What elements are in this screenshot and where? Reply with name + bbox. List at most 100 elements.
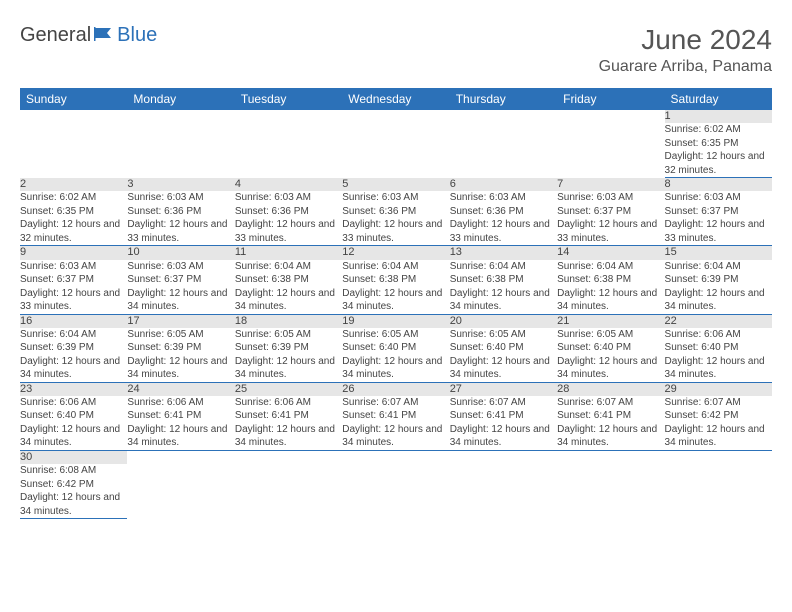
- day-number-row: 2345678: [20, 178, 772, 192]
- day-number-cell: [342, 450, 449, 464]
- sunset-line: Sunset: 6:38 PM: [557, 274, 631, 285]
- sunset-line: Sunset: 6:41 PM: [557, 410, 631, 421]
- day-number-row: 9101112131415: [20, 246, 772, 260]
- daylight-line: Daylight: 12 hours and 33 minutes.: [235, 219, 335, 244]
- sunset-line: Sunset: 6:41 PM: [342, 410, 416, 421]
- day-detail-cell: [665, 464, 772, 519]
- day-number-cell: 2: [20, 178, 127, 192]
- day-number-cell: [557, 450, 664, 464]
- daylight-line: Daylight: 12 hours and 34 minutes.: [342, 356, 442, 381]
- daylight-line: Daylight: 12 hours and 34 minutes.: [235, 424, 335, 449]
- daylight-line: Daylight: 12 hours and 34 minutes.: [450, 424, 550, 449]
- daylight-line: Daylight: 12 hours and 34 minutes.: [127, 356, 227, 381]
- sunrise-line: Sunrise: 6:03 AM: [557, 192, 633, 203]
- day-number-cell: [235, 110, 342, 123]
- day-detail-cell: Sunrise: 6:05 AMSunset: 6:40 PMDaylight:…: [450, 328, 557, 383]
- day-number-row: 30: [20, 450, 772, 464]
- sunset-line: Sunset: 6:37 PM: [127, 274, 201, 285]
- sunset-line: Sunset: 6:36 PM: [450, 206, 524, 217]
- daylight-line: Daylight: 12 hours and 34 minutes.: [557, 288, 657, 313]
- daylight-line: Daylight: 12 hours and 34 minutes.: [20, 492, 120, 517]
- weekday-header: Monday: [127, 88, 234, 110]
- day-detail-cell: [127, 464, 234, 519]
- day-number-cell: 21: [557, 314, 664, 328]
- sunset-line: Sunset: 6:38 PM: [342, 274, 416, 285]
- sunset-line: Sunset: 6:36 PM: [342, 206, 416, 217]
- daylight-line: Daylight: 12 hours and 33 minutes.: [557, 219, 657, 244]
- daylight-line: Daylight: 12 hours and 33 minutes.: [450, 219, 550, 244]
- sunset-line: Sunset: 6:41 PM: [235, 410, 309, 421]
- day-detail-cell: Sunrise: 6:07 AMSunset: 6:41 PMDaylight:…: [342, 396, 449, 451]
- calendar-body: 1 Sunrise: 6:02 AM Sunset: 6:35 PM Dayligh…: [20, 110, 772, 519]
- sunset-line: Sunset: 6:42 PM: [665, 410, 739, 421]
- daylight-line: Daylight: 12 hours and 32 minutes.: [20, 219, 120, 244]
- sunrise-line: Sunrise: 6:06 AM: [235, 397, 311, 408]
- daylight-line: Daylight: 12 hours and 34 minutes.: [665, 288, 765, 313]
- day-number-cell: [450, 450, 557, 464]
- location: Guarare Arriba, Panama: [599, 58, 772, 76]
- sunrise-line: Sunrise: 6:07 AM: [450, 397, 526, 408]
- daylight-line: Daylight: 12 hours and 33 minutes.: [665, 219, 765, 244]
- sunset-line: Sunset: 6:39 PM: [665, 274, 739, 285]
- daylight-line: Daylight: 12 hours and 34 minutes.: [20, 424, 120, 449]
- day-detail-cell: Sunrise: 6:04 AMSunset: 6:38 PMDaylight:…: [342, 260, 449, 315]
- sunrise-line: Sunrise: 6:03 AM: [20, 261, 96, 272]
- sunrise-line: Sunrise: 6:04 AM: [342, 261, 418, 272]
- day-detail-cell: Sunrise: 6:08 AMSunset: 6:42 PMDaylight:…: [20, 464, 127, 519]
- day-number-cell: 29: [665, 382, 772, 396]
- day-detail-cell: Sunrise: 6:04 AM Sunset: 6:39 PM Daylight:…: [665, 260, 772, 315]
- logo-text-blue: Blue: [117, 24, 157, 47]
- sunset-line: Sunset: 6:35 PM: [665, 138, 739, 149]
- day-detail-cell: Sunrise: 6:05 AMSunset: 6:40 PMDaylight:…: [557, 328, 664, 383]
- day-number-cell: 25: [235, 382, 342, 396]
- day-detail-cell: Sunrise: 6:07 AMSunset: 6:41 PMDaylight:…: [557, 396, 664, 451]
- sunrise-line: Sunrise: 6:07 AM: [665, 397, 741, 408]
- day-number-row: 1: [20, 110, 772, 123]
- day-detail-row: Sunrise: 6:02 AM Sunset: 6:35 PM Daylight:…: [20, 123, 772, 178]
- day-detail-cell: Sunrise: 6:03 AMSunset: 6:36 PMDaylight:…: [342, 191, 449, 246]
- day-number-cell: 27: [450, 382, 557, 396]
- sunrise-line: Sunrise: 6:05 AM: [557, 329, 633, 340]
- day-detail-cell: Sunrise: 6:04 AMSunset: 6:39 PMDaylight:…: [20, 328, 127, 383]
- day-detail-row: Sunrise: 6:04 AMSunset: 6:39 PMDaylight:…: [20, 328, 772, 383]
- daylight-line: Daylight: 12 hours and 33 minutes.: [20, 288, 120, 313]
- sunset-line: Sunset: 6:41 PM: [127, 410, 201, 421]
- day-number-cell: 7: [557, 178, 664, 192]
- sunset-line: Sunset: 6:37 PM: [665, 206, 739, 217]
- weekday-header: Tuesday: [235, 88, 342, 110]
- daylight-line: Daylight: 12 hours and 34 minutes.: [127, 288, 227, 313]
- sunrise-line: Sunrise: 6:02 AM: [665, 124, 741, 135]
- day-detail-cell: Sunrise: 6:03 AMSunset: 6:37 PMDaylight:…: [557, 191, 664, 246]
- sunrise-line: Sunrise: 6:04 AM: [450, 261, 526, 272]
- logo: General Blue: [20, 24, 157, 47]
- day-detail-cell: Sunrise: 6:03 AMSunset: 6:36 PMDaylight:…: [235, 191, 342, 246]
- daylight-line: Daylight: 12 hours and 32 minutes.: [665, 151, 765, 176]
- sunrise-line: Sunrise: 6:05 AM: [342, 329, 418, 340]
- day-detail-cell: Sunrise: 6:07 AM Sunset: 6:41 PM Daylight:…: [450, 396, 557, 451]
- day-number-cell: 19: [342, 314, 449, 328]
- month-title: June 2024: [599, 24, 772, 56]
- day-detail-cell: [235, 464, 342, 519]
- day-number-cell: 17: [127, 314, 234, 328]
- sunrise-line: Sunrise: 6:05 AM: [127, 329, 203, 340]
- sunset-line: Sunset: 6:40 PM: [20, 410, 94, 421]
- day-number-cell: 6: [450, 178, 557, 192]
- daylight-line: Daylight: 12 hours and 34 minutes.: [235, 288, 335, 313]
- day-detail-row: Sunrise: 6:06 AM Sunset: 6:40 PM Daylight:…: [20, 396, 772, 451]
- day-detail-cell: Sunrise: 6:03 AMSunset: 6:37 PMDaylight:…: [20, 260, 127, 315]
- daylight-line: Daylight: 12 hours and 34 minutes.: [235, 356, 335, 381]
- daylight-line: Daylight: 12 hours and 34 minutes.: [20, 356, 120, 381]
- day-number-cell: 22: [665, 314, 772, 328]
- daylight-line: Daylight: 12 hours and 34 minutes.: [557, 356, 657, 381]
- sunrise-line: Sunrise: 6:04 AM: [557, 261, 633, 272]
- day-detail-cell: [450, 123, 557, 178]
- day-number-cell: [557, 110, 664, 123]
- sunset-line: Sunset: 6:36 PM: [235, 206, 309, 217]
- day-number-row: 16171819202122: [20, 314, 772, 328]
- sunrise-line: Sunrise: 6:02 AM: [20, 192, 96, 203]
- day-detail-cell: Sunrise: 6:05 AMSunset: 6:40 PMDaylight:…: [342, 328, 449, 383]
- day-detail-cell: [20, 123, 127, 178]
- day-detail-cell: [557, 123, 664, 178]
- sunrise-line: Sunrise: 6:04 AM: [665, 261, 741, 272]
- sunset-line: Sunset: 6:41 PM: [450, 410, 524, 421]
